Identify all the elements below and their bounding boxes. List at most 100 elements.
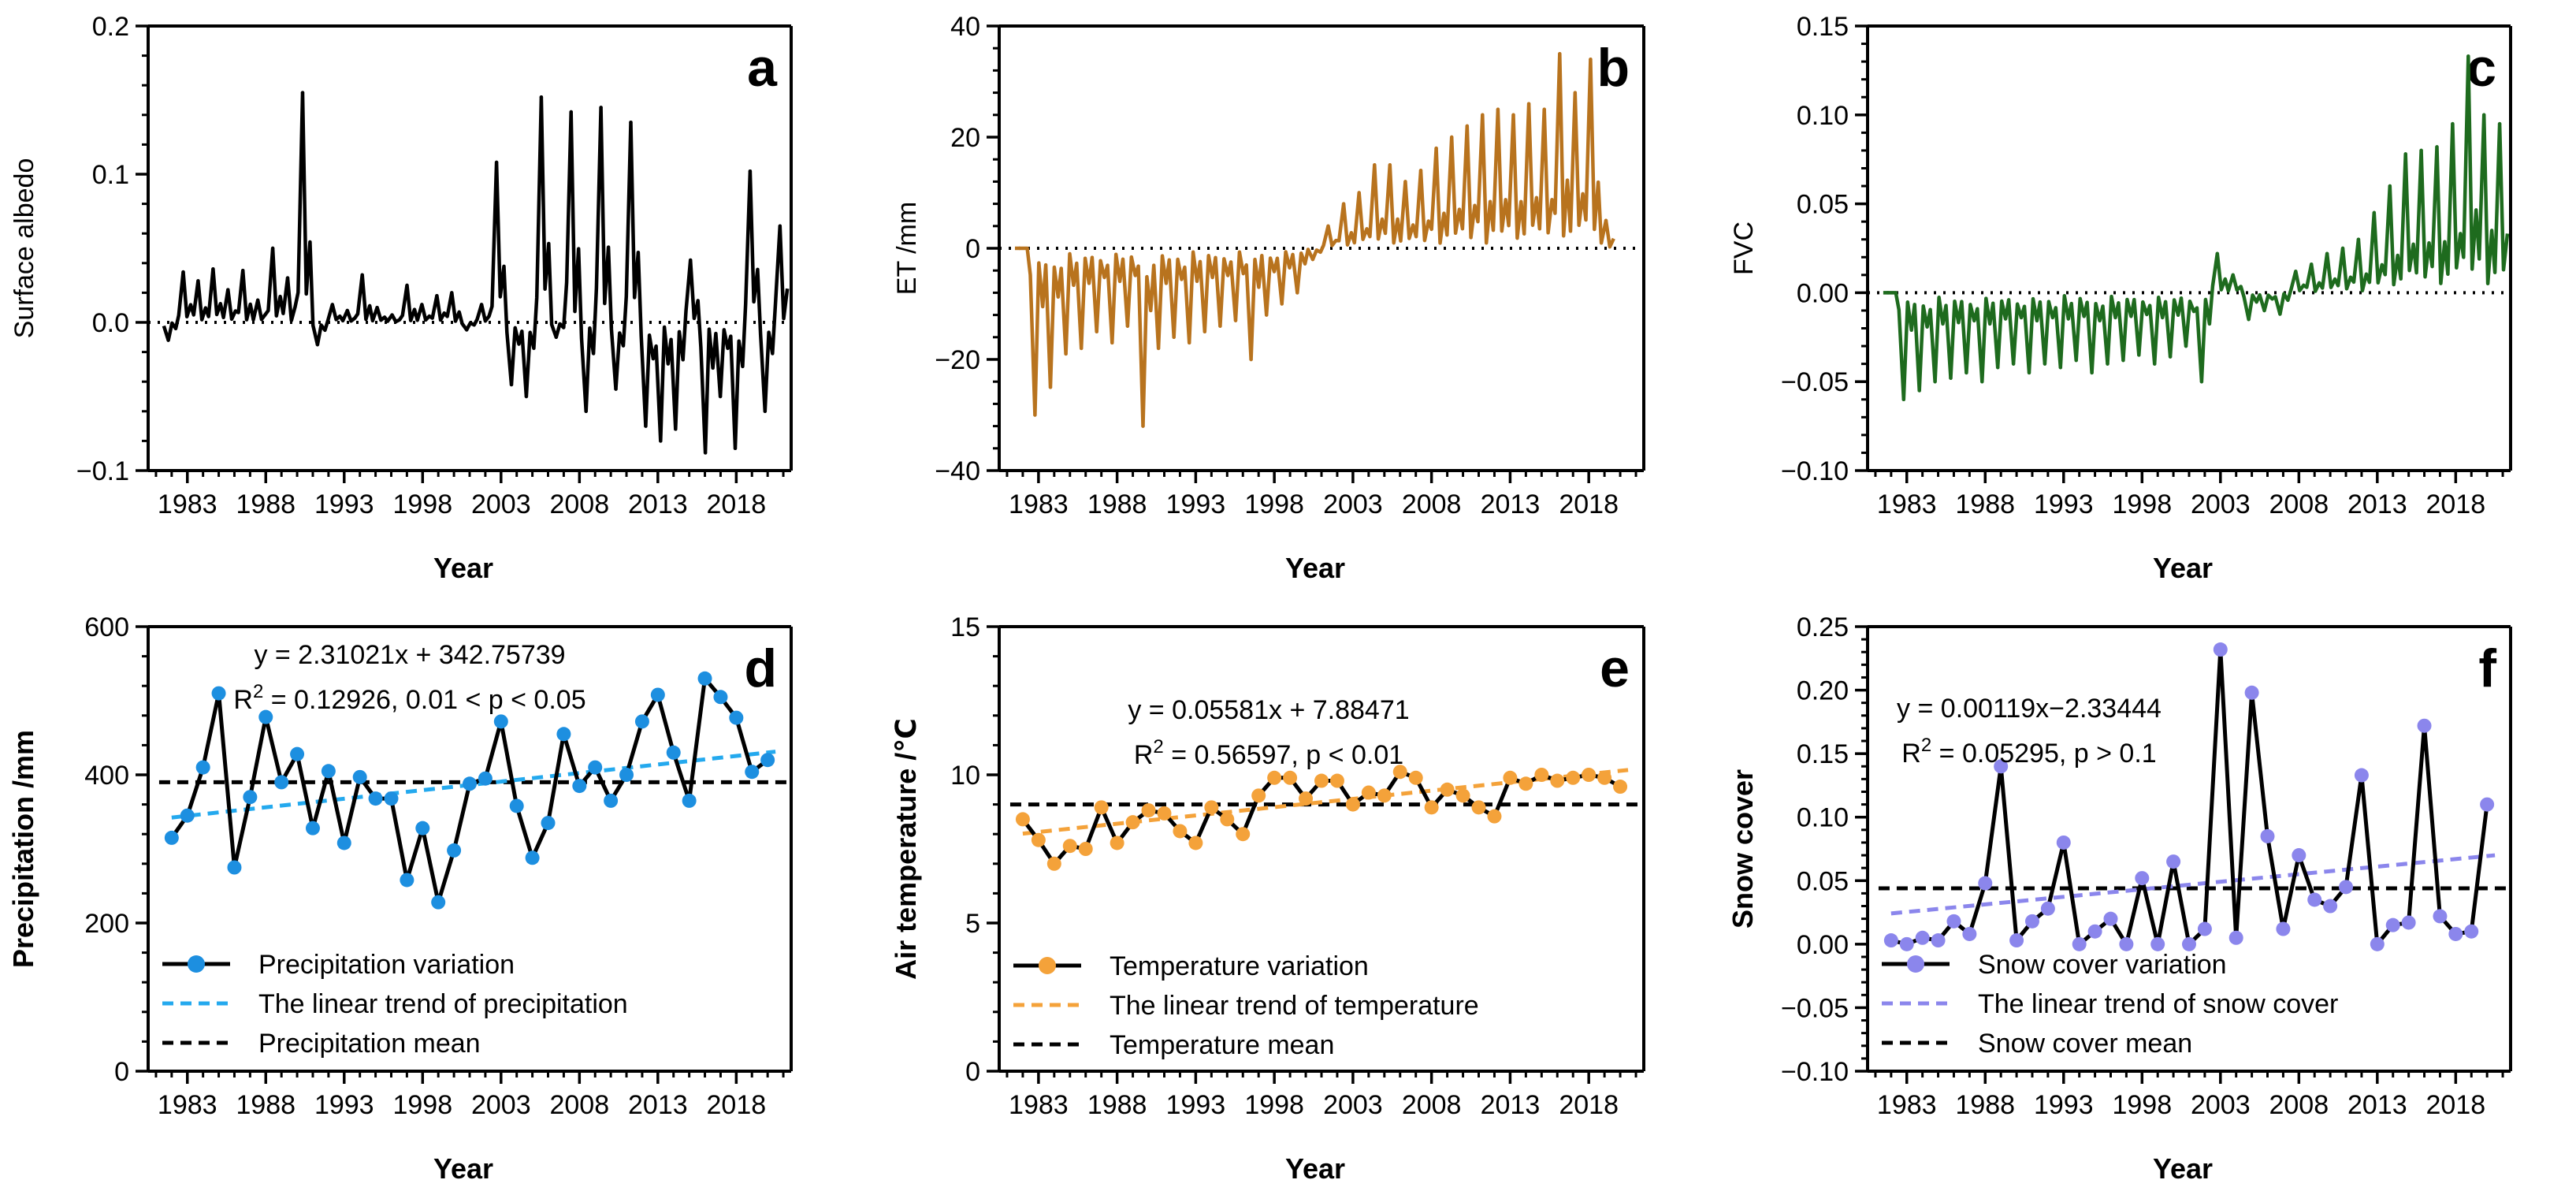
- data-peak-point: [569, 110, 573, 114]
- data-point: [1046, 856, 1061, 871]
- series-line-c: [1883, 54, 2510, 402]
- x-tick-label: 2003: [1323, 1090, 1383, 1120]
- data-peak-point: [2215, 251, 2220, 255]
- data-peak-point: [1233, 318, 1238, 322]
- data-point: [1978, 876, 1993, 891]
- data-peak-point: [644, 424, 648, 428]
- data-peak-point: [2011, 362, 2016, 366]
- data-point: [258, 709, 273, 724]
- y-tick-label: 0.10: [1797, 101, 1849, 131]
- r-squared-value: = 0.12926, 0.01 < p < 0.05: [263, 685, 585, 715]
- data-point: [650, 687, 665, 702]
- data-point: [1173, 824, 1188, 839]
- data-point: [2244, 685, 2259, 700]
- data-peak-point: [1079, 346, 1084, 351]
- x-tick-label: 1993: [314, 1090, 374, 1120]
- data-point: [352, 769, 367, 784]
- data-peak-point: [1341, 202, 1346, 206]
- x-tick-label: 2018: [1559, 489, 1619, 519]
- x-tick-label: 1988: [236, 1090, 296, 1120]
- data-point: [2150, 936, 2165, 951]
- x-tick-label: 2003: [471, 489, 531, 519]
- y-tick-label: −0.1: [76, 456, 129, 486]
- data-peak-point: [2403, 152, 2407, 156]
- y-tick-label: 0: [965, 1057, 980, 1087]
- data-point: [697, 671, 712, 686]
- panel-letter: b: [1597, 38, 1630, 98]
- panel-e: 0 5 10 15 1983 1988 1993 1998 2003 2008 2013 2018 Ye…: [890, 612, 1645, 1185]
- data-peak-point: [2310, 262, 2314, 266]
- data-peak-point: [211, 267, 215, 271]
- data-point: [2056, 835, 2071, 850]
- data-point: [2087, 924, 2102, 939]
- data-point: [243, 790, 258, 805]
- y-tick-label: 5: [965, 909, 980, 939]
- data-peak-point: [2278, 312, 2282, 316]
- x-tick-label: 2018: [1559, 1090, 1619, 1120]
- x-tick-label: 2018: [707, 1090, 767, 1120]
- data-peak-point: [1125, 324, 1130, 328]
- data-peak-point: [509, 382, 514, 387]
- legend-label: Precipitation mean: [258, 1029, 481, 1059]
- legend-swatch-marker: [188, 955, 205, 973]
- data-point: [666, 745, 681, 760]
- data-point: [760, 753, 775, 768]
- trend-line: [171, 750, 776, 820]
- r-squared-label: R: [1901, 739, 1921, 769]
- data-point: [2448, 926, 2463, 941]
- x-tick-label: 2008: [2269, 1090, 2329, 1120]
- data-point: [2354, 768, 2369, 783]
- x-tick-label: 1988: [1955, 489, 2015, 519]
- data-point: [2307, 892, 2322, 907]
- data-point: [1534, 768, 1549, 782]
- data-peak-point: [1496, 107, 1500, 111]
- data-point: [2260, 828, 2275, 843]
- data-point: [1031, 832, 1046, 847]
- data-peak-point: [166, 338, 170, 342]
- data-point: [2135, 871, 2150, 886]
- data-point: [1329, 773, 1344, 788]
- y-tick-label: −20: [935, 345, 980, 375]
- x-tick-label: 2013: [1481, 489, 1541, 519]
- r-squared-value: = 0.05295, p > 0.1: [1931, 739, 2156, 769]
- data-point: [2040, 901, 2055, 916]
- legend-label: The linear trend of temperature: [1110, 991, 1479, 1021]
- y-tick-label: 400: [84, 761, 129, 791]
- data-point: [1236, 827, 1251, 842]
- data-peak-point: [2497, 121, 2502, 126]
- x-axis-title: Year: [1285, 552, 1345, 584]
- data-peak-point: [1481, 113, 1485, 117]
- data-peak-point: [2356, 237, 2361, 241]
- data-point: [2228, 930, 2243, 945]
- y-tick-label: 40: [950, 12, 980, 42]
- data-point: [1094, 800, 1109, 815]
- data-peak-point: [1249, 357, 1253, 362]
- x-tick-label: 1993: [2034, 1090, 2094, 1120]
- data-point: [164, 830, 179, 845]
- series-line-a: [162, 91, 790, 455]
- y-tick-label: 0.1: [92, 160, 129, 190]
- y-tick-label: 0: [114, 1057, 129, 1087]
- data-point: [274, 775, 289, 790]
- data-point: [1392, 765, 1407, 780]
- y-tick-label: 0.0: [92, 308, 129, 338]
- data-peak-point: [1511, 113, 1515, 117]
- data-peak-point: [315, 343, 320, 347]
- data-peak-point: [494, 160, 499, 165]
- data-peak-point: [1095, 329, 1098, 333]
- y-tick-label: 0.20: [1797, 676, 1849, 706]
- data-peak-point: [1965, 370, 1968, 375]
- data-point: [2197, 921, 2212, 936]
- data-point: [588, 760, 603, 775]
- r-squared-sup: 2: [1921, 735, 1931, 756]
- data-point: [431, 895, 446, 910]
- x-tick-label: 1983: [158, 1090, 217, 1120]
- data-point: [1883, 933, 1898, 948]
- data-peak-point: [778, 224, 782, 228]
- panel-letter: d: [744, 638, 777, 698]
- x-tick-label: 1983: [1009, 1090, 1069, 1120]
- y-tick-label: 0.05: [1797, 866, 1849, 896]
- x-tick-label: 2003: [1323, 489, 1383, 519]
- data-point: [1299, 791, 1314, 806]
- legend-label: Temperature mean: [1110, 1030, 1334, 1060]
